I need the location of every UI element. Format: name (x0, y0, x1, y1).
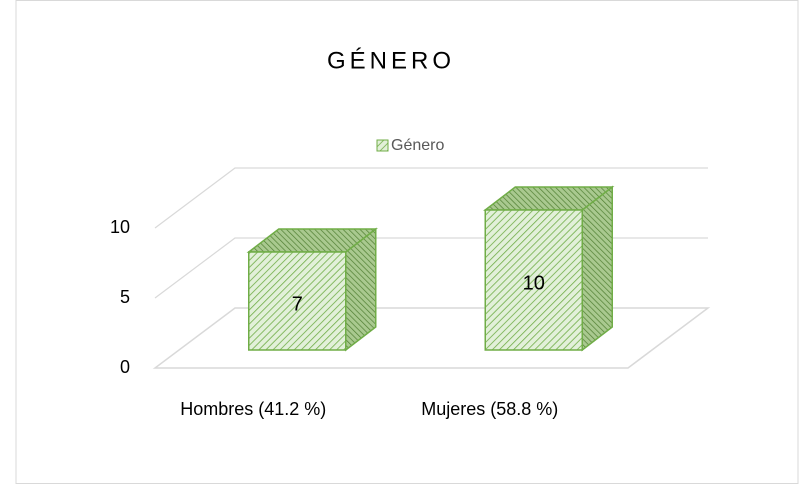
data-label: 10 (523, 272, 545, 294)
y-tick-label: 5 (120, 287, 130, 307)
floor (152, 307, 711, 369)
grid-line (154, 167, 708, 229)
chart-title: GÉNERO (327, 47, 455, 74)
legend-label: Género (391, 137, 444, 154)
bar-front (248, 251, 347, 351)
y-tick-label: 10 (110, 217, 130, 237)
bar (246, 227, 378, 352)
bar-side (581, 185, 613, 352)
legend-swatch (376, 139, 389, 152)
bar (483, 185, 615, 352)
chart-border (15, 0, 799, 484)
x-tick-label: Mujeres (58.8 %) (421, 399, 558, 419)
x-tick-label: Hombres (41.2 %) (180, 399, 326, 419)
y-tick-label: 0 (120, 357, 130, 377)
bar-front (484, 209, 583, 351)
data-label: 7 (292, 293, 303, 315)
